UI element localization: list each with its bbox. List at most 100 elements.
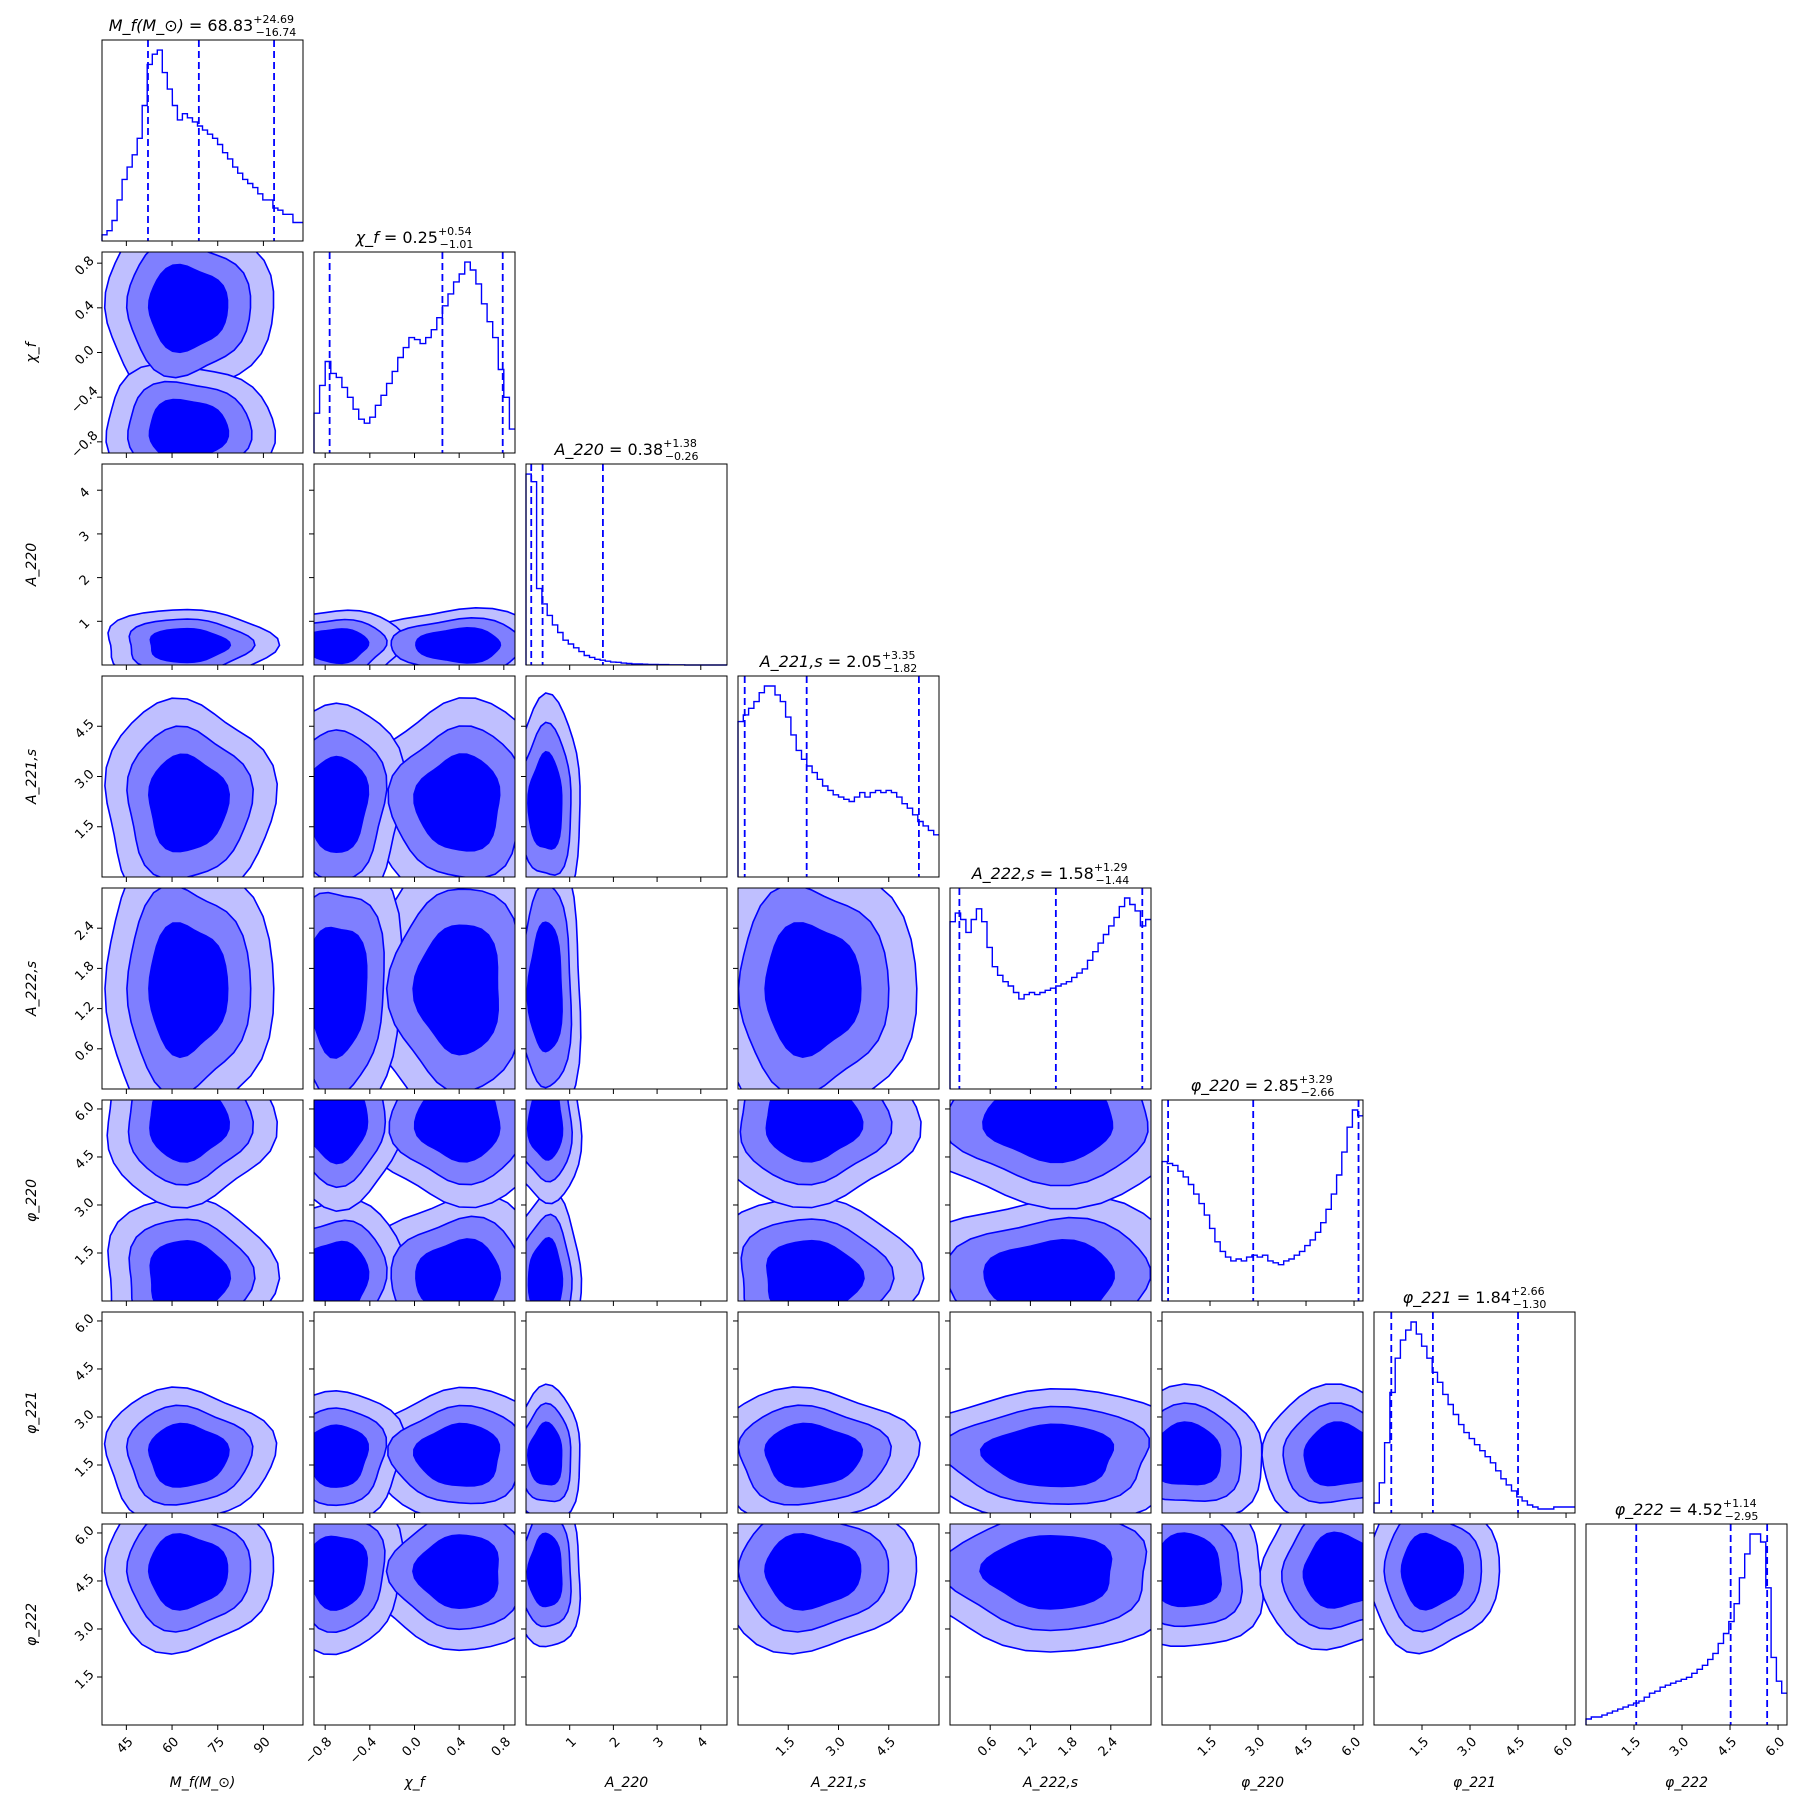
panel-6-6 <box>1373 1311 1576 1514</box>
contour-panel-A220-phi221 <box>526 1383 581 1513</box>
histogram-phi222 <box>1585 1533 1787 1725</box>
contour-panel-chi_f-A220 <box>314 606 515 665</box>
histogram-A220 <box>525 473 727 666</box>
contour-level-3 <box>764 1532 862 1611</box>
x-tick-label-A221s: 3.0 <box>823 1735 848 1760</box>
contour-level-3 <box>413 753 501 852</box>
contour-level-3 <box>147 263 229 354</box>
y-tick-label-phi221: 4.5 <box>72 1359 97 1384</box>
x-tick-label-A221s: 4.5 <box>874 1735 899 1760</box>
y-tick-label-A221s: 3.0 <box>72 767 97 792</box>
title-A220: A_220 = 0.38+1.38 −0.26 <box>553 437 698 463</box>
x-tick-label-phi220: 4.5 <box>1291 1735 1316 1760</box>
y-axis-label-chi_f: χ_f <box>24 340 40 363</box>
contour-level-3 <box>764 1422 864 1488</box>
x-axis-label-phi220: φ_220 <box>1241 1775 1284 1791</box>
contour-layer <box>103 252 1501 1656</box>
y-tick-label-A220: 2 <box>77 572 93 588</box>
y-tick-label-A221s: 1.5 <box>72 817 97 842</box>
contour-panel-A222s-phi222 <box>950 1524 1151 1653</box>
y-tick-label-A221s: 4.5 <box>72 717 97 742</box>
y-tick-label-A220: 1 <box>77 616 93 632</box>
x-axis-label-phi222: φ_222 <box>1665 1775 1708 1791</box>
contour-panel-chi_f-A222s <box>314 888 515 1089</box>
contour-level-3 <box>147 1422 230 1488</box>
contour-level-3 <box>1400 1532 1465 1611</box>
panel-5-0 <box>101 1099 304 1302</box>
x-tick-label-A220: 2 <box>607 1735 623 1751</box>
panel-7-7 <box>1585 1523 1788 1726</box>
y-tick-label-phi222: 3.0 <box>72 1619 97 1644</box>
x-tick-label-phi220: 3.0 <box>1243 1735 1268 1760</box>
contour-level-3 <box>314 1240 370 1301</box>
x-tick-label-M_f: 45 <box>114 1735 136 1757</box>
contour-level-3 <box>765 1239 865 1301</box>
contour-level-3 <box>147 753 231 853</box>
contour-level-3 <box>314 628 370 665</box>
contour-level-3 <box>415 1238 502 1301</box>
title-phi222: φ_222 = 4.52+1.14 −2.95 <box>1615 1497 1759 1523</box>
contour-level-3 <box>526 1421 563 1486</box>
x-tick-label-M_f: 75 <box>206 1735 228 1757</box>
x-tick-label-phi221: 4.5 <box>1503 1735 1528 1760</box>
panel-7-4 <box>949 1523 1152 1726</box>
contour-panel-A222s-phi220 <box>950 1100 1151 1301</box>
y-tick-label-phi221: 6.0 <box>72 1311 97 1336</box>
contour-panel-chi_f-A221s <box>314 697 515 877</box>
x-tick-label-phi222: 1.5 <box>1619 1735 1644 1760</box>
contour-panel-M_f-A220 <box>107 608 281 665</box>
contour-level-3 <box>983 1238 1115 1301</box>
panel-1-1 <box>313 251 516 454</box>
contour-level-3 <box>148 398 230 453</box>
x-axis-label-phi221: φ_221 <box>1453 1775 1496 1791</box>
y-tick-label-phi220: 3.0 <box>72 1195 97 1220</box>
title-phi221: φ_221 = 1.84+2.66 −1.30 <box>1403 1285 1547 1311</box>
x-tick-label-phi221: 6.0 <box>1551 1735 1576 1760</box>
contour-panel-chi_f-phi221 <box>314 1386 515 1513</box>
contour-level-3 <box>412 924 500 1056</box>
contour-level-3 <box>527 750 563 850</box>
contour-panel-phi220-phi221 <box>1162 1383 1363 1513</box>
label-layer: M_f(M_⊙) χ_f A_220 A_221,s A_222,s φ_220 φ_221… <box>24 13 1758 1791</box>
panel-2-0 <box>101 463 304 666</box>
y-tick-label-chi_f: 0.8 <box>72 254 97 279</box>
contour-panel-A220-phi222 <box>526 1524 582 1648</box>
x-tick-label-M_f: 60 <box>160 1735 182 1757</box>
x-axis-label-A222s: A_222,s <box>1022 1775 1078 1791</box>
y-tick-label-phi222: 4.5 <box>72 1571 97 1596</box>
x-axis-label-M_f: M_f(M_⊙) <box>170 1775 236 1791</box>
x-tick-label-chi_f: 0.4 <box>444 1735 469 1760</box>
y-tick-label-phi220: 6.0 <box>72 1099 97 1124</box>
y-tick-label-A222s: 1.8 <box>72 959 97 984</box>
contour-level-3 <box>147 1533 229 1611</box>
y-tick-label-phi222: 1.5 <box>72 1667 97 1692</box>
contour-level-3 <box>1162 1532 1223 1608</box>
x-axis-label-A221s: A_221,s <box>810 1775 866 1791</box>
contour-level-3 <box>979 1534 1113 1610</box>
contour-panel-A220-A221s <box>526 692 581 877</box>
contour-level-3 <box>148 922 229 1059</box>
contour-level-3 <box>415 626 502 664</box>
x-tick-label-phi221: 1.5 <box>1407 1735 1432 1760</box>
contour-panel-phi221-phi222 <box>1374 1524 1501 1655</box>
x-tick-label-chi_f: 0.0 <box>399 1735 424 1760</box>
panel-5-2 <box>525 1099 728 1302</box>
histogram-A221s <box>737 685 939 877</box>
x-tick-label-A220: 1 <box>563 1735 579 1751</box>
contour-level-3 <box>314 1424 370 1488</box>
contour-panel-chi_f-phi220 <box>314 1100 515 1301</box>
contour-level-3 <box>1302 1531 1363 1609</box>
x-tick-label-phi222: 4.5 <box>1715 1735 1740 1760</box>
y-tick-label-chi_f: −0.4 <box>69 384 102 417</box>
contour-panel-A220-A222s <box>526 888 582 1089</box>
contour-level-3 <box>314 926 368 1059</box>
contour-level-3 <box>764 922 862 1059</box>
x-tick-label-A221s: 1.5 <box>773 1735 798 1760</box>
panel-4-2 <box>525 887 728 1090</box>
y-axis-label-A220: A_220 <box>24 543 40 587</box>
contour-panel-M_f-A222s <box>104 888 275 1089</box>
contour-level-3 <box>527 1236 564 1301</box>
histogram-M_f <box>101 49 303 241</box>
histogram-A222s <box>949 897 1151 1089</box>
contour-panel-A222s-phi221 <box>950 1387 1151 1513</box>
